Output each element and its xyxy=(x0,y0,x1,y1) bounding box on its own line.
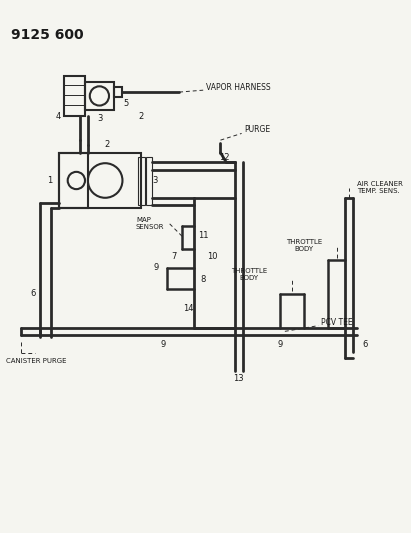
Text: PURGE: PURGE xyxy=(245,125,270,134)
Bar xyxy=(145,157,152,206)
Text: 6: 6 xyxy=(362,340,367,349)
Text: 8: 8 xyxy=(201,275,206,284)
Text: 5: 5 xyxy=(124,99,129,108)
Text: 2: 2 xyxy=(104,140,110,149)
Text: 9: 9 xyxy=(160,340,166,349)
Text: CANISTER PURGE: CANISTER PURGE xyxy=(6,358,67,364)
Text: 3: 3 xyxy=(152,176,158,185)
Bar xyxy=(64,76,85,116)
Bar xyxy=(138,157,145,206)
Text: 10: 10 xyxy=(208,252,218,261)
Bar xyxy=(59,152,141,208)
Text: 6: 6 xyxy=(30,289,36,298)
Text: 3: 3 xyxy=(98,114,103,123)
Text: 9: 9 xyxy=(277,340,283,349)
Bar xyxy=(59,152,88,208)
Text: 1: 1 xyxy=(47,176,52,185)
Text: 7: 7 xyxy=(172,252,177,261)
Text: AIR CLEANER
TEMP. SENS.: AIR CLEANER TEMP. SENS. xyxy=(357,181,403,195)
Text: THROTTLE
BODY: THROTTLE BODY xyxy=(286,239,322,252)
Text: 2: 2 xyxy=(138,111,143,120)
Text: THROTTLE
BODY: THROTTLE BODY xyxy=(231,268,268,281)
Text: 13: 13 xyxy=(233,374,244,383)
Text: 11: 11 xyxy=(198,231,208,240)
Text: 9125 600: 9125 600 xyxy=(11,28,83,42)
Text: 14: 14 xyxy=(184,304,194,313)
Text: 12: 12 xyxy=(219,153,230,162)
Text: 4: 4 xyxy=(55,111,61,120)
Bar xyxy=(85,82,114,110)
Text: MAP
SENSOR: MAP SENSOR xyxy=(136,217,164,230)
Text: PCV TEE: PCV TEE xyxy=(321,318,353,327)
Bar xyxy=(114,87,122,97)
Text: 9: 9 xyxy=(153,263,159,272)
Text: VAPOR HARNESS: VAPOR HARNESS xyxy=(206,83,271,92)
